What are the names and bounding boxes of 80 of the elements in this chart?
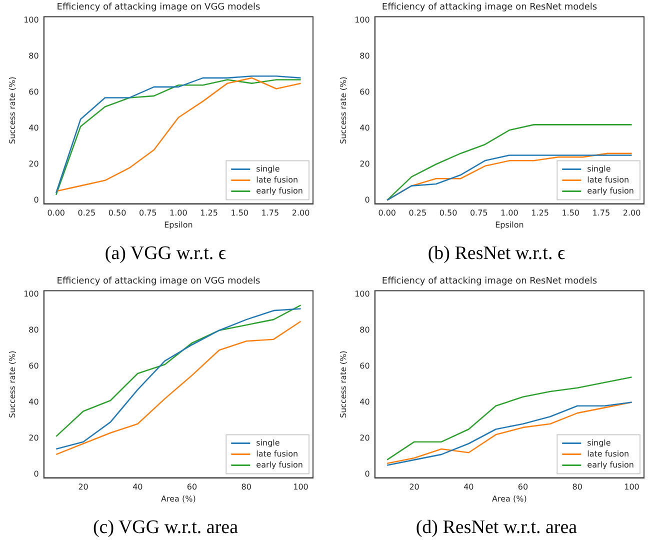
legend-label: single (256, 438, 280, 448)
legend-label: late fusion (587, 449, 630, 458)
x-tick-label: 40 (132, 482, 143, 492)
chart-title: Efficiency of attacking image on VGG models (56, 2, 261, 13)
text: (a) VGG w.r.t. ϵ (104, 242, 228, 266)
y-tick-label: 60 (28, 361, 39, 370)
text: (c) VGG w.r.t. area (92, 516, 240, 540)
x-tick-label: 20 (409, 482, 420, 492)
x-tick-label: 1.25 (531, 208, 549, 218)
y-tick-label: 0 (364, 469, 370, 478)
legend-label: single (587, 164, 611, 174)
x-tick-label: 1.00 (500, 208, 518, 218)
x-tick-label: 80 (241, 482, 252, 492)
legend-label: early fusion (587, 460, 634, 470)
legend-label: early fusion (256, 186, 304, 196)
y-tick-label: 80 (360, 325, 370, 334)
y-tick-label: 60 (360, 87, 370, 96)
x-tick-label: 0.50 (439, 208, 458, 218)
y-tick-label: 40 (360, 397, 370, 406)
y-tick-label: 20 (360, 433, 370, 442)
x-tick-label: 2.00 (622, 208, 641, 218)
chart-title: Efficiency of attacking image on ResNet models (382, 276, 598, 287)
y-axis-title: Success rate (%) (8, 350, 17, 418)
legend-label: early fusion (256, 460, 304, 470)
legend-label: single (587, 438, 611, 448)
chart-title: Efficiency of attacking image on ResNet models (382, 2, 598, 13)
y-axis-title: Success rate (%) (8, 76, 17, 144)
x-tick-label: 0.00 (378, 208, 396, 218)
y-tick-label: 20 (360, 159, 370, 168)
x-tick-label: 2.00 (292, 208, 310, 218)
y-tick-label: 60 (360, 361, 370, 370)
legend-label: single (256, 164, 280, 174)
x-tick-label: 60 (186, 482, 198, 492)
x-tick-label: 1.75 (592, 208, 610, 218)
y-tick-label: 0 (364, 195, 370, 204)
y-axis-title: Success rate (%) (338, 350, 348, 418)
chart-title: Efficiency of attacking image on VGG models (56, 276, 261, 287)
x-tick-label: 100 (624, 482, 640, 492)
y-tick-label: 80 (360, 51, 370, 60)
legend-label: late fusion (256, 175, 298, 184)
legend-label: late fusion (256, 449, 298, 458)
y-axis-title: Success rate (%) (338, 76, 348, 144)
x-tick-label: 1.00 (170, 208, 188, 218)
legend-label: late fusion (587, 175, 630, 184)
y-tick-label: 0 (34, 195, 39, 204)
x-tick-label: 60 (518, 482, 528, 492)
x-tick-label: 100 (293, 482, 308, 492)
y-tick-label: 100 (24, 15, 39, 24)
y-tick-label: 40 (360, 123, 370, 132)
x-tick-label: 1.25 (200, 208, 218, 218)
x-tick-label: 0.75 (138, 208, 157, 218)
y-tick-label: 80 (28, 325, 39, 334)
x-tick-label: 0.50 (108, 208, 126, 218)
x-tick-label: 0.00 (47, 208, 66, 218)
x-axis-title: Epsilon (495, 220, 524, 230)
y-tick-label: 100 (354, 15, 370, 24)
text: (d) ResNet w.r.t. area (414, 516, 578, 540)
legend-label: early fusion (587, 186, 634, 196)
x-tick-label: 40 (464, 482, 474, 492)
y-tick-label: 60 (28, 87, 39, 96)
x-tick-label: 0.25 (408, 208, 427, 218)
y-tick-label: 0 (34, 469, 39, 478)
x-axis-title: Area (%) (492, 494, 527, 504)
x-tick-label: 1.75 (261, 208, 280, 218)
text: (b) ResNet w.r.t. ϵ (426, 242, 566, 266)
y-tick-label: 80 (28, 51, 39, 60)
y-tick-label: 20 (28, 433, 39, 442)
y-tick-label: 100 (354, 289, 370, 298)
x-tick-label: 0.25 (78, 208, 96, 218)
x-tick-label: 1.50 (230, 208, 249, 218)
x-tick-label: 80 (572, 482, 582, 492)
x-tick-label: 0.75 (470, 208, 488, 218)
x-axis-title: Area (%) (161, 494, 196, 504)
y-tick-label: 40 (28, 397, 39, 406)
y-tick-label: 40 (28, 123, 39, 132)
x-tick-label: 1.50 (562, 208, 580, 218)
y-tick-label: 20 (28, 159, 39, 168)
x-tick-label: 20 (78, 482, 88, 492)
x-axis-title: Epsilon (164, 220, 193, 230)
y-tick-label: 100 (24, 289, 39, 298)
